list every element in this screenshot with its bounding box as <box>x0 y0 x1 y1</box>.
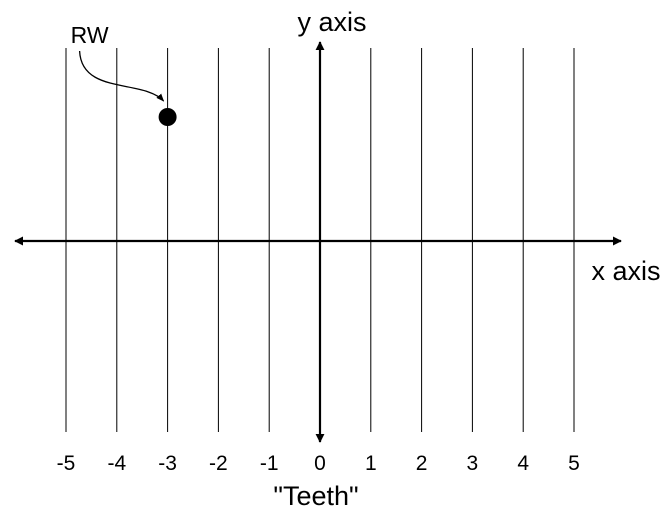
x-tick-label: 1 <box>365 452 377 475</box>
annotation-leader-arrow <box>78 50 165 102</box>
x-tick-label: -5 <box>57 452 76 475</box>
x-tick-label: 5 <box>568 452 580 475</box>
x-tick-label: 4 <box>517 452 529 475</box>
y-axis-label: y axis <box>297 7 366 37</box>
x-axis-label: x axis <box>591 256 660 286</box>
x-tick-label: -3 <box>158 452 177 475</box>
x-tick-label: 0 <box>314 452 326 475</box>
data-point <box>158 108 177 126</box>
x-tick-label: -2 <box>209 452 228 475</box>
x-tick-label: -1 <box>260 452 279 475</box>
x-tick-label: -4 <box>107 452 126 475</box>
x-axis-caption: "Teeth" <box>273 481 358 511</box>
x-tick-label: 3 <box>467 452 479 475</box>
point-annotation-label: RW <box>71 22 109 48</box>
data-points: RW <box>71 22 177 126</box>
x-tick-labels: -5 -4 -3 -2 -1 0 1 2 3 4 5 <box>57 452 580 475</box>
x-tick-label: 2 <box>416 452 428 475</box>
